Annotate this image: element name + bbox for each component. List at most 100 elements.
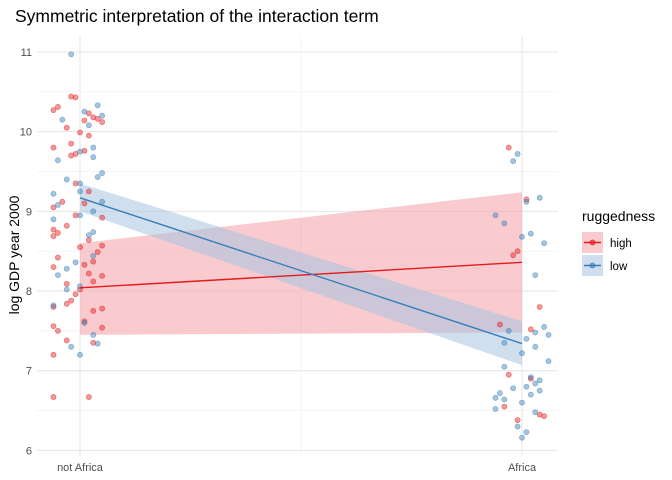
point-high [99, 214, 105, 221]
point-high [50, 226, 57, 233]
point-high [50, 264, 57, 271]
point-low [514, 151, 521, 157]
point-low [532, 272, 539, 278]
ribbons [80, 183, 522, 366]
point-high [536, 304, 543, 310]
point-high [99, 272, 105, 279]
legend: ruggedness high low [582, 208, 655, 276]
point-high [50, 204, 57, 211]
point-high [94, 115, 101, 122]
y-tick-label: 10 [20, 127, 32, 139]
point-high [55, 254, 61, 261]
y-axis-title: log GDP year 2000 [6, 195, 22, 314]
point-high [81, 200, 88, 207]
point-high [505, 144, 512, 151]
point-high [55, 327, 61, 334]
point-low [55, 202, 61, 208]
point-low [545, 358, 552, 365]
point-high [99, 305, 105, 312]
point-low [55, 272, 61, 278]
point-low [514, 423, 521, 430]
point-low [501, 220, 508, 227]
point-high [527, 375, 534, 382]
point-high [99, 242, 105, 249]
point-high [68, 297, 75, 304]
legend-key-point-low [589, 262, 596, 269]
point-low [77, 180, 83, 187]
point-low [536, 387, 543, 394]
point-low [492, 406, 499, 412]
point-low [523, 429, 530, 435]
point-low [532, 329, 539, 336]
point-low [85, 122, 92, 129]
point-low [77, 188, 83, 195]
point-high [81, 147, 88, 154]
point-low [492, 212, 499, 219]
point-high [81, 261, 88, 268]
point-low [94, 102, 101, 109]
point-low [510, 158, 517, 165]
point-low [532, 409, 539, 416]
point-low [90, 144, 97, 151]
point-low [519, 233, 525, 240]
legend-title: ruggedness [582, 208, 655, 224]
point-high [90, 339, 97, 346]
point-low [523, 383, 530, 390]
fit-line-low [79, 197, 523, 345]
point-low [523, 198, 530, 205]
point-high [72, 151, 79, 157]
y-tick-label: 11 [21, 47, 32, 59]
y-tick-label: 7 [26, 366, 32, 378]
point-low [541, 240, 547, 247]
point-high [63, 124, 70, 131]
point-high [99, 119, 105, 125]
point-high [541, 413, 547, 420]
point-high [63, 222, 70, 229]
point-high [50, 233, 57, 239]
point-low [519, 350, 525, 357]
fit-lines [79, 197, 523, 345]
point-high [85, 394, 92, 400]
point-low [492, 394, 499, 401]
point-high [99, 324, 105, 331]
point-high [50, 394, 57, 400]
point-low [532, 343, 539, 350]
point-high [527, 326, 534, 333]
chart-title: Symmetric interpretation of the interact… [15, 6, 379, 26]
point-high [85, 132, 92, 139]
point-high [90, 114, 97, 121]
point-high [50, 304, 57, 310]
point-high [72, 94, 79, 101]
point-low [501, 396, 508, 403]
point-low [527, 391, 534, 398]
point-low [527, 374, 534, 381]
point-low [81, 108, 88, 115]
point-low [501, 363, 508, 370]
legend-label-high: high [610, 238, 632, 250]
point-high [50, 107, 57, 114]
point-high [501, 403, 508, 410]
point-low [99, 112, 105, 119]
point-low [99, 198, 105, 205]
point-high [50, 351, 57, 358]
point-low [545, 331, 552, 338]
x-tick-label: not Africa [57, 462, 104, 474]
point-low [90, 229, 97, 235]
point-low [63, 265, 70, 272]
point-high [77, 129, 83, 136]
point-low [541, 323, 547, 330]
point-low [50, 302, 57, 309]
legend-key-point-high [589, 239, 596, 246]
point-low [77, 351, 83, 358]
point-low [90, 331, 97, 338]
point-high [90, 308, 97, 314]
point-low [85, 232, 92, 239]
point-low [81, 320, 88, 326]
point-low [94, 340, 101, 347]
point-low [510, 385, 517, 392]
point-high [514, 248, 521, 255]
point-low [77, 212, 83, 219]
point-low [523, 335, 530, 342]
point-low [90, 154, 97, 161]
